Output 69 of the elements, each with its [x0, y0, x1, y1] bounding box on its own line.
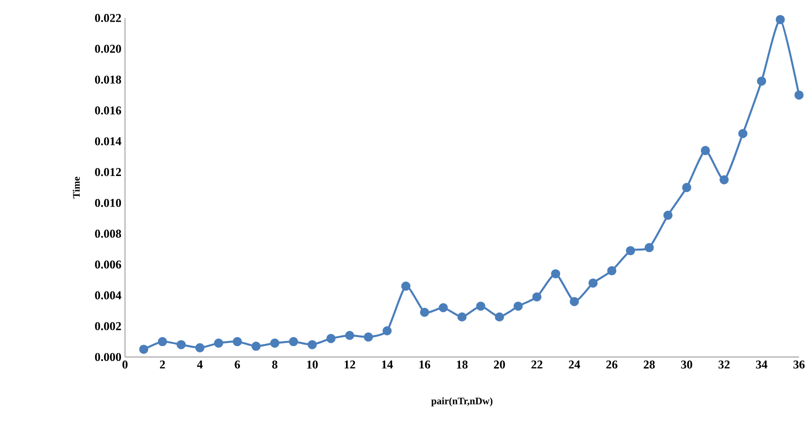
point: [607, 266, 616, 276]
point: [476, 302, 486, 311]
point: [626, 246, 636, 256]
x-tick-label: 6: [234, 360, 240, 369]
point: [176, 340, 186, 350]
x-tick-label: 24: [568, 360, 580, 368]
point: [532, 292, 542, 302]
point: [776, 14, 785, 24]
x-tick-label: 0: [122, 360, 128, 369]
point: [364, 332, 373, 342]
point: [158, 337, 168, 346]
x-tick-label: 32: [718, 360, 730, 369]
point: [663, 210, 673, 220]
point: [588, 278, 598, 288]
y-tick-label: 0.008: [95, 230, 122, 238]
point: [382, 326, 392, 336]
point: [738, 128, 748, 138]
x-tick-label: 16: [420, 360, 430, 369]
x-tick-label: 22: [531, 360, 542, 368]
x-tick-label: 12: [344, 360, 356, 368]
point: [308, 340, 317, 350]
point: [514, 302, 523, 311]
point: [195, 343, 204, 352]
y-tick-label: 0.016: [95, 106, 122, 115]
y-tick-label: 0.002: [95, 322, 121, 330]
point: [326, 334, 336, 344]
point: [570, 296, 579, 306]
point: [139, 344, 148, 354]
point: [345, 330, 354, 340]
x-tick-label: 18: [456, 360, 468, 369]
y-tick-label: 0.022: [95, 14, 121, 22]
x-tick-label: 36: [793, 360, 805, 369]
y-tick-label: 0.014: [95, 137, 122, 146]
y-tick-label: 0.020: [95, 44, 122, 53]
y-tick-label: 0.004: [95, 291, 122, 300]
x-tick-label: 10: [307, 360, 318, 369]
x-tick-label: 28: [644, 360, 655, 369]
point: [214, 338, 224, 348]
point: [700, 146, 710, 156]
y-tick-label: 0.006: [95, 260, 122, 269]
point: [401, 282, 410, 291]
point: [251, 342, 261, 351]
point: [288, 337, 298, 346]
y-tick-label: 0.010: [95, 198, 122, 207]
y-axis-title: Time: [72, 176, 80, 198]
point: [457, 312, 467, 322]
y-tick-label: 0.000: [95, 352, 122, 362]
point: [644, 243, 654, 252]
point: [494, 312, 504, 322]
x-axis-title: pair(nTr,nDw): [431, 397, 492, 406]
x-tick-label: 14: [382, 360, 393, 368]
x-tick-label: 30: [681, 360, 692, 369]
x-tick-label: 26: [606, 360, 618, 369]
point: [551, 269, 560, 278]
point: [420, 308, 430, 317]
point: [232, 337, 242, 346]
x-tick-label: 34: [756, 360, 768, 369]
y-tick-label: 0.018: [95, 76, 122, 84]
point: [682, 182, 692, 192]
point: [438, 303, 448, 312]
x-tick-label: 4: [197, 360, 203, 368]
point: [794, 90, 804, 100]
point: [756, 76, 766, 86]
x-tick-label: 2: [160, 360, 165, 368]
y-tick-label: 0.012: [95, 168, 121, 176]
point: [720, 175, 729, 184]
point: [270, 338, 280, 348]
x-tick-label: 20: [494, 360, 505, 369]
x-tick-label: 8: [272, 360, 278, 369]
